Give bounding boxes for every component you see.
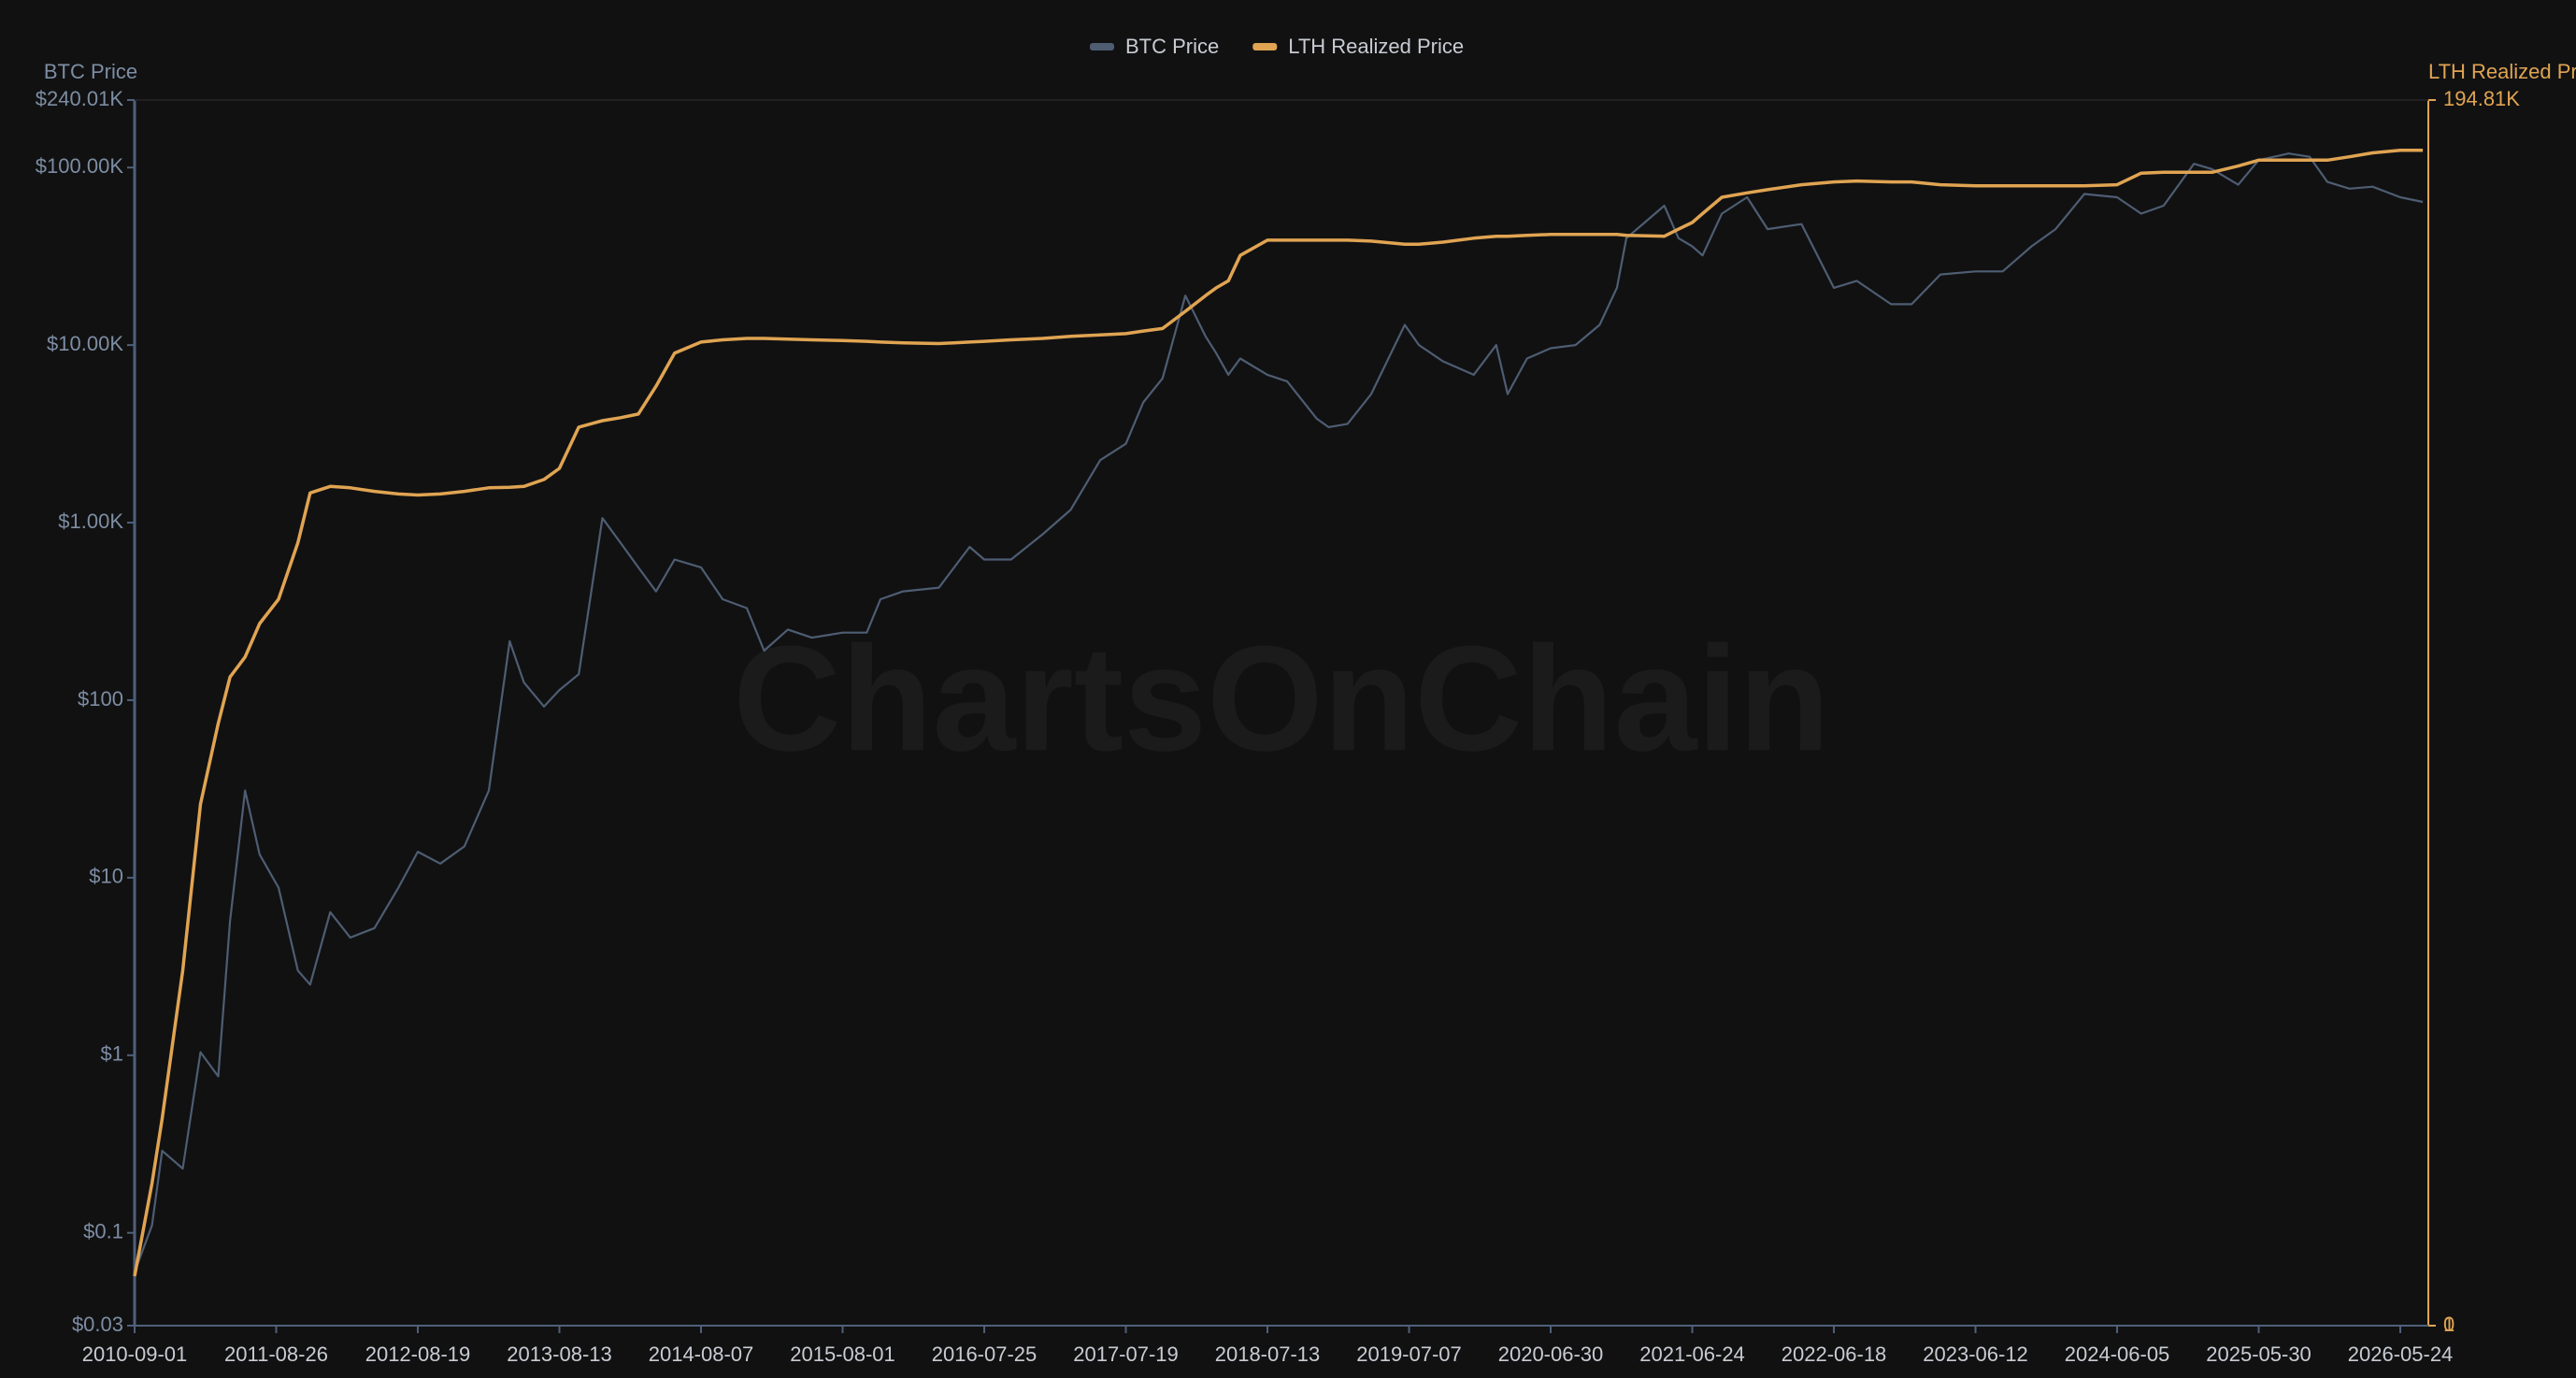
x-tick-label: 2018-07-13 bbox=[1215, 1342, 1321, 1366]
watermark: ChartsOnChain bbox=[733, 614, 1829, 782]
y-tick-label: $0.03 bbox=[72, 1313, 123, 1336]
y-tick-label: $100 bbox=[78, 687, 123, 711]
legend-label[interactable]: BTC Price bbox=[1125, 35, 1219, 58]
x-tick-label: 2017-07-19 bbox=[1073, 1342, 1179, 1366]
legend-swatch bbox=[1252, 43, 1278, 50]
x-tick-label: 2015-08-01 bbox=[790, 1342, 895, 1366]
legend-label[interactable]: LTH Realized Price bbox=[1288, 35, 1464, 58]
y2-tick-label: 194.81K bbox=[2443, 87, 2520, 110]
y-axis-title: BTC Price bbox=[44, 60, 137, 83]
y-tick-label: $10.00K bbox=[47, 332, 123, 355]
y2-axis-title: LTH Realized Price bbox=[2428, 60, 2576, 83]
y-tick-label: $1.00K bbox=[58, 510, 123, 533]
x-tick-label: 2023-06-12 bbox=[1923, 1342, 2028, 1366]
x-tick-label: 2014-08-07 bbox=[649, 1342, 754, 1366]
x-tick-label: 2012-08-19 bbox=[365, 1342, 471, 1366]
x-tick-label: 2021-06-24 bbox=[1639, 1342, 1745, 1366]
x-tick-label: 2011-08-26 bbox=[224, 1342, 328, 1366]
x-tick-label: 2025-05-30 bbox=[2206, 1342, 2311, 1366]
x-tick-label: 2019-07-07 bbox=[1356, 1342, 1462, 1366]
series-line bbox=[133, 152, 2424, 1273]
y-tick-label: $0.1 bbox=[83, 1220, 123, 1243]
x-tick-label: 2026-05-24 bbox=[2348, 1342, 2454, 1366]
x-tick-label: 2024-06-05 bbox=[2065, 1342, 2170, 1366]
x-tick-label: 2016-07-25 bbox=[932, 1342, 1038, 1366]
x-tick-label: 2013-08-13 bbox=[507, 1342, 612, 1366]
y-tick-label: $1 bbox=[101, 1042, 123, 1066]
x-tick-label: 2020-06-30 bbox=[1498, 1342, 1604, 1366]
x-tick-label: 2010-09-01 bbox=[82, 1342, 188, 1366]
legend-swatch bbox=[1090, 43, 1114, 50]
y-tick-label: $100.00K bbox=[36, 154, 124, 178]
y-tick-label: $240.01K bbox=[36, 87, 124, 110]
series-line bbox=[133, 149, 2424, 1277]
y-tick-label: $10 bbox=[89, 865, 123, 888]
x-tick-label: 2022-06-18 bbox=[1782, 1342, 1887, 1366]
y2-tick-label: 0 bbox=[2443, 1313, 2454, 1336]
y2-tick-label: 1 bbox=[2443, 1313, 2454, 1336]
